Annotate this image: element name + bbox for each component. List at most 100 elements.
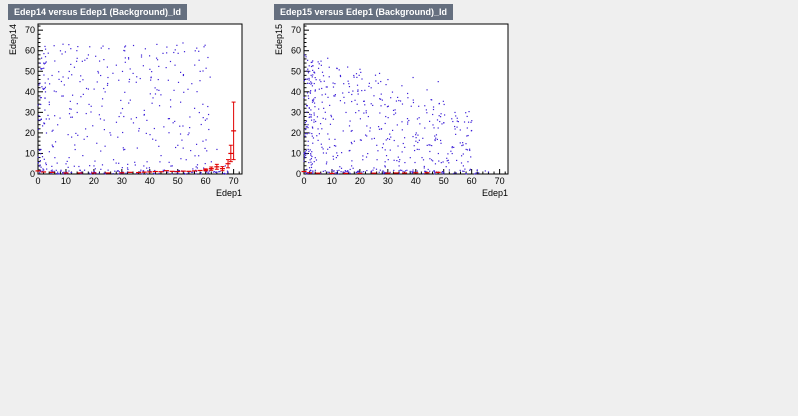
data-point xyxy=(207,172,209,174)
data-point xyxy=(380,93,382,95)
data-point xyxy=(154,93,157,95)
data-point xyxy=(349,168,351,171)
data-point xyxy=(40,103,42,106)
data-point xyxy=(115,121,118,123)
data-point xyxy=(398,165,400,167)
data-point xyxy=(166,46,168,48)
data-point xyxy=(303,79,306,82)
data-point xyxy=(424,170,426,172)
data-point xyxy=(473,173,476,175)
data-point xyxy=(48,151,50,153)
data-point xyxy=(44,62,47,64)
data-point xyxy=(327,96,329,98)
data-point xyxy=(308,161,310,164)
data-point xyxy=(66,171,68,173)
data-point xyxy=(404,137,406,139)
data-point xyxy=(439,120,441,123)
data-point xyxy=(393,169,395,171)
data-point xyxy=(364,89,366,91)
data-point xyxy=(180,101,182,103)
data-point xyxy=(81,60,83,62)
data-point xyxy=(51,130,53,132)
data-point xyxy=(158,172,160,175)
data-point xyxy=(361,89,363,92)
x-tick-label: 20 xyxy=(355,176,365,186)
data-point xyxy=(318,133,320,135)
data-point xyxy=(227,172,229,174)
data-point xyxy=(466,115,468,118)
x-tick-label: 60 xyxy=(467,176,477,186)
data-point xyxy=(437,152,439,155)
data-point xyxy=(53,90,55,92)
data-point xyxy=(452,120,454,123)
data-point xyxy=(117,170,119,172)
data-point xyxy=(87,54,90,56)
data-point xyxy=(43,67,45,69)
data-point xyxy=(140,54,143,56)
data-point xyxy=(342,130,344,132)
data-point xyxy=(432,160,434,162)
data-point xyxy=(312,171,314,173)
data-point xyxy=(158,145,160,147)
data-point xyxy=(362,155,364,157)
data-point xyxy=(306,70,308,72)
data-point xyxy=(216,148,218,151)
data-point xyxy=(40,166,42,168)
data-point xyxy=(475,172,477,174)
data-point xyxy=(324,118,327,120)
data-point xyxy=(427,168,429,171)
chart-canvas-edep15: 0 10 20 30 40 50 60 70 0 10 20 30 40 50 60 70 Edep1 Edep1… xyxy=(274,23,509,198)
data-point xyxy=(79,81,81,83)
data-point xyxy=(188,132,190,134)
data-point xyxy=(387,117,389,119)
data-point xyxy=(85,128,87,130)
data-point xyxy=(356,103,358,105)
data-point xyxy=(365,112,367,114)
data-point xyxy=(40,57,43,59)
data-point xyxy=(456,120,458,122)
data-point xyxy=(387,159,389,161)
data-point xyxy=(39,82,41,84)
data-point xyxy=(86,135,88,138)
data-point xyxy=(462,165,464,167)
data-point xyxy=(397,145,399,147)
data-point xyxy=(199,70,201,72)
data-point xyxy=(308,170,311,172)
data-point xyxy=(443,114,446,116)
data-point xyxy=(54,141,57,143)
data-point xyxy=(455,133,457,135)
data-point xyxy=(140,56,143,58)
data-point xyxy=(339,74,342,77)
data-point xyxy=(355,171,357,174)
data-point xyxy=(385,115,387,118)
data-point xyxy=(306,111,308,113)
data-point xyxy=(353,76,355,78)
data-point xyxy=(394,109,396,111)
data-point xyxy=(424,127,426,129)
data-point xyxy=(69,100,71,102)
data-point xyxy=(466,135,468,137)
data-point xyxy=(195,173,197,175)
data-point xyxy=(311,126,314,128)
data-point xyxy=(434,139,436,142)
data-point xyxy=(68,157,70,159)
data-point xyxy=(195,143,198,145)
data-point xyxy=(389,171,391,173)
data-point xyxy=(198,50,200,52)
data-point xyxy=(44,86,47,88)
data-point xyxy=(200,173,202,175)
data-point xyxy=(314,77,316,79)
data-point xyxy=(310,119,313,121)
data-point xyxy=(365,110,367,112)
data-point xyxy=(48,101,50,103)
data-point xyxy=(377,126,380,128)
data-point xyxy=(406,118,409,120)
data-point xyxy=(306,78,309,80)
data-point xyxy=(370,171,373,173)
data-point xyxy=(429,170,431,172)
data-point xyxy=(349,172,351,174)
data-point xyxy=(156,59,159,61)
data-point xyxy=(417,141,419,144)
data-point xyxy=(353,74,355,77)
data-point xyxy=(359,68,361,70)
